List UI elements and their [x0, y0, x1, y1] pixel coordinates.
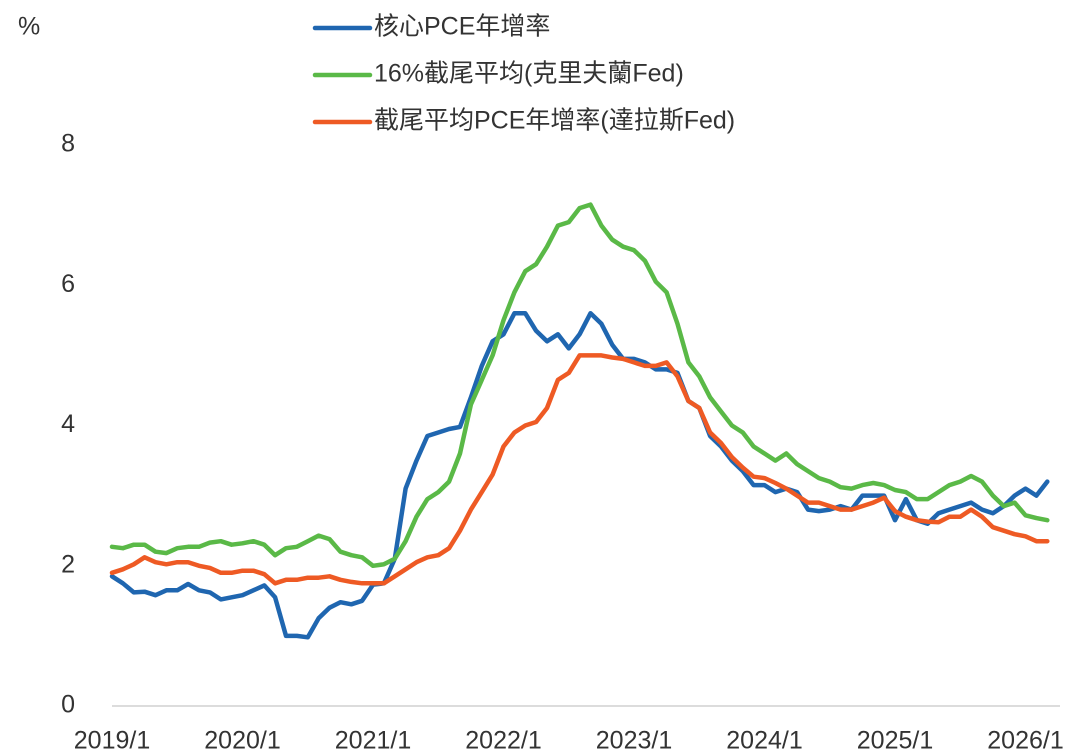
- x-tick-label: 2023/1: [596, 727, 672, 755]
- y-tick-label: 2: [61, 550, 75, 578]
- series-line: [109, 311, 1050, 640]
- legend-label: 截尾平均PCE年增率(達拉斯Fed): [374, 107, 735, 135]
- legend-label: 核心PCE年增率: [374, 13, 550, 41]
- series-line: [109, 202, 1050, 569]
- x-tick-label: 2025/1: [857, 727, 933, 755]
- y-tick-label: 6: [61, 270, 75, 298]
- y-tick-label: 0: [61, 691, 75, 719]
- y-axis-unit: %: [18, 13, 40, 41]
- legend-label: 16%截尾平均(克里夫蘭Fed): [374, 60, 684, 88]
- x-tick-label: 2019/1: [74, 727, 150, 755]
- x-tick-label: 2026/1: [987, 727, 1063, 755]
- x-tick-label: 2022/1: [465, 727, 541, 755]
- y-tick-label: 4: [61, 410, 75, 438]
- x-tick-label: 2021/1: [335, 727, 411, 755]
- y-tick-label: 8: [61, 130, 75, 158]
- series-line: [109, 353, 1050, 586]
- x-tick-label: 2024/1: [726, 727, 802, 755]
- x-tick-label: 2020/1: [204, 727, 280, 755]
